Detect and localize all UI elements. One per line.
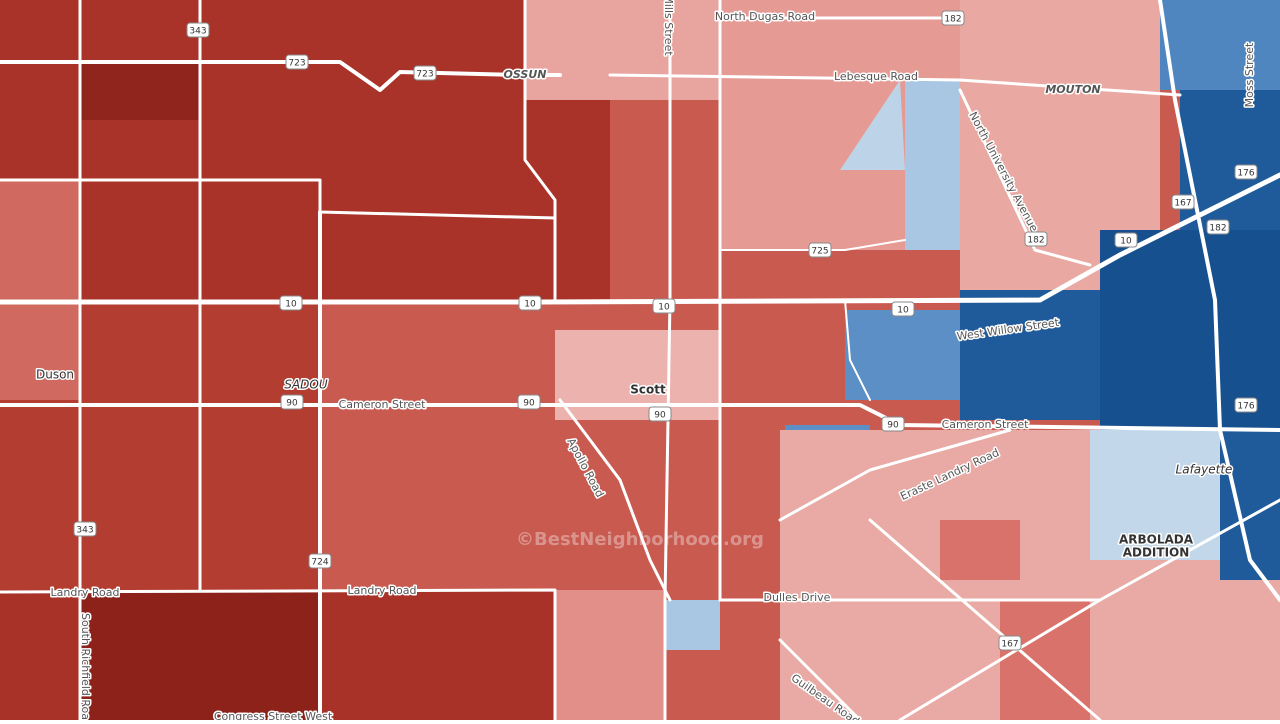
route-shield: [1206, 219, 1230, 235]
route-number: 10: [1120, 237, 1132, 247]
route-shield: [941, 10, 965, 26]
route-number: 725: [811, 247, 828, 257]
place-label: Lafayette: [1176, 463, 1233, 477]
place-label: Scott: [630, 383, 666, 397]
road-label: Congress Street West: [214, 710, 333, 720]
route-shield: [1234, 397, 1258, 413]
road-label: Moss Street: [1243, 42, 1256, 107]
place-label: SADOU: [284, 378, 328, 392]
route-shield: [998, 635, 1022, 651]
route-shield: [285, 54, 309, 70]
route-shield: [881, 416, 905, 432]
route-number: 724: [311, 558, 328, 568]
route-number: 723: [416, 70, 433, 80]
road-label: Landry Road: [348, 584, 417, 597]
route-shield: [808, 242, 832, 258]
route-number: 90: [523, 399, 535, 409]
place-label: Duson: [36, 368, 74, 382]
route-shield: [518, 295, 542, 311]
route-shield: [308, 553, 332, 569]
route-number: 10: [524, 300, 536, 310]
watermark: ©BestNeighborhood.org: [516, 529, 764, 550]
route-shield: [648, 406, 672, 422]
route-number: 10: [897, 306, 909, 316]
route-number: 90: [887, 421, 899, 431]
route-number: 182: [1027, 236, 1044, 246]
route-shield: [652, 298, 676, 314]
route-number: 343: [189, 27, 206, 37]
route-number: 10: [658, 303, 670, 313]
route-shield: [1024, 231, 1048, 247]
route-number: 182: [944, 15, 961, 25]
route-number: 90: [654, 411, 666, 421]
route-number: 182: [1209, 224, 1226, 234]
route-number: 90: [286, 399, 298, 409]
road-label: MOUTON: [1045, 83, 1100, 96]
route-shield: [413, 65, 437, 81]
route-shield: [73, 521, 97, 537]
route-number: 167: [1001, 640, 1018, 650]
road-label: Landry Road: [51, 586, 120, 599]
road-label: North Dugas Road: [715, 10, 815, 23]
route-number: 176: [1237, 402, 1254, 412]
route-shield: [280, 394, 304, 410]
route-shield: [186, 22, 210, 38]
road-label: Lebesque Road: [834, 70, 918, 83]
route-number: 723: [288, 59, 305, 69]
route-shield: [891, 301, 915, 317]
road-label: Cameron Street: [942, 418, 1029, 431]
road-label: Mills Street: [662, 0, 675, 56]
route-shield: [1171, 194, 1195, 210]
route-shield: [1114, 232, 1138, 248]
route-shield: [517, 394, 541, 410]
route-number: 10: [285, 300, 297, 310]
road-label: Dulles Drive: [764, 591, 831, 604]
route-shield: [1234, 164, 1258, 180]
place-label: ADDITION: [1123, 546, 1190, 560]
road-label: South Richfield Road: [79, 613, 92, 720]
place-label: ARBOLADA: [1119, 533, 1194, 547]
road-label: OSSUN: [504, 68, 547, 81]
road-label: Cameron Street: [339, 398, 426, 411]
route-number: 167: [1174, 199, 1191, 209]
route-number: 343: [76, 526, 93, 536]
route-number: 176: [1237, 169, 1254, 179]
route-shield: [279, 295, 303, 311]
